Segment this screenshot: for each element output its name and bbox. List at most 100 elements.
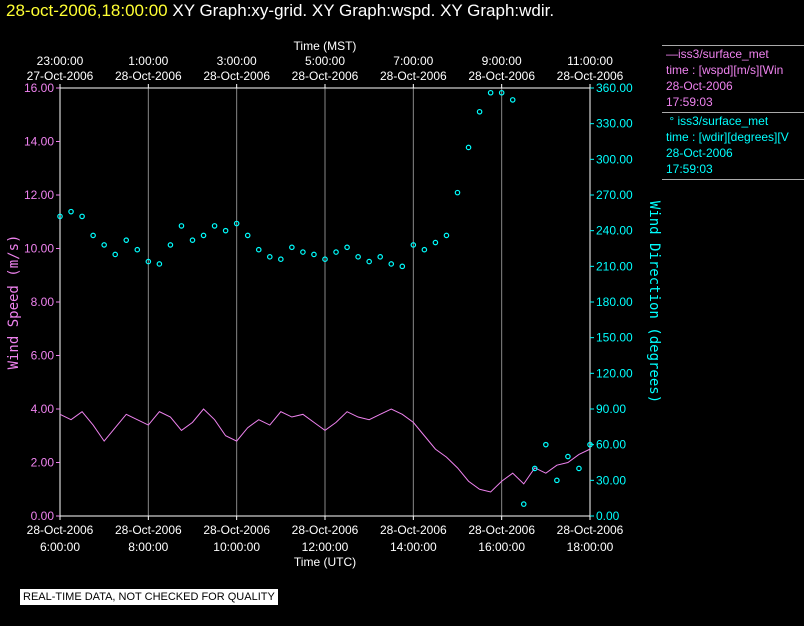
right-tick-label: 150.00 — [596, 331, 633, 345]
top-tick-date: 28-Oct-2006 — [380, 69, 447, 83]
bottom-tick-date: 28-Oct-2006 — [292, 523, 359, 537]
series-wdir-point — [134, 246, 141, 253]
series-wdir-point — [101, 242, 107, 248]
series-wdir-point — [531, 465, 538, 472]
right-tick-label: 180.00 — [596, 295, 633, 309]
left-tick-label: 12.00 — [24, 188, 54, 202]
bottom-tick-date: 28-Oct-2006 — [557, 523, 624, 537]
top-tick-date: 28-Oct-2006 — [292, 69, 359, 83]
bottom-tick-time: 10:00:00 — [213, 540, 260, 554]
series-wdir-point — [178, 223, 185, 229]
right-tick-label: 30.00 — [596, 473, 626, 487]
series-wdir-point — [432, 239, 439, 246]
top-tick-time: 3:00:00 — [217, 54, 257, 68]
right-tick-label: 300.00 — [596, 152, 633, 166]
right-tick-label: 0.00 — [596, 509, 620, 523]
left-tick-label: 2.00 — [31, 456, 55, 470]
bottom-tick-time: 14:00:00 — [390, 540, 437, 554]
series-wdir-point — [487, 89, 494, 96]
right-axis-title: Wind Direction (degrees) — [646, 201, 662, 403]
plot-header: 28-oct-2006,18:00:00 XY Graph:xy-grid. X… — [6, 1, 554, 21]
series-wdir-point — [300, 249, 306, 255]
legend-wspd: —iss3/surface_met time : [wspd][m/s][Win… — [662, 45, 804, 113]
series-wdir-point — [266, 254, 273, 260]
series-wdir-point — [311, 251, 317, 258]
top-tick-time: 5:00:00 — [305, 54, 345, 68]
series-wdir-point — [454, 189, 461, 196]
series-wdir-point — [255, 246, 262, 253]
series-wspd-line — [59, 408, 591, 493]
plot-titles: XY Graph:xy-grid. XY Graph:wspd. XY Grap… — [172, 1, 555, 20]
left-tick-label: 8.00 — [31, 295, 55, 309]
series-wdir-point — [333, 249, 339, 255]
series-wdir-point — [587, 441, 593, 448]
series-wdir-point — [465, 144, 472, 151]
right-tick-label: 90.00 — [596, 402, 626, 416]
plot-timestamp: 28-oct-2006,18:00:00 — [6, 1, 168, 20]
quality-disclaimer: REAL-TIME DATA, NOT CHECKED FOR QUALITY — [20, 589, 278, 605]
top-tick-time: 23:00:00 — [37, 54, 84, 68]
series-wdir-point — [289, 244, 295, 251]
series-wdir-point — [543, 441, 549, 448]
right-tick-label: 120.00 — [596, 366, 633, 380]
series-wdir-point — [145, 258, 152, 265]
series-wdir-point — [189, 237, 196, 243]
left-tick-label: 14.00 — [24, 135, 54, 149]
series-wdir-point — [112, 251, 119, 258]
top-tick-time: 1:00:00 — [128, 54, 168, 68]
top-tick-time: 11:00:00 — [567, 54, 613, 68]
left-axis-title: Wind Speed (m/s) — [6, 235, 22, 370]
series-wdir-point — [244, 232, 251, 239]
bottom-tick-time: 6:00:00 — [40, 540, 80, 554]
series-wdir-point — [476, 108, 483, 115]
series-wdir-point — [233, 220, 240, 227]
legend-wdir-desc: time : [wdir][degrees][V — [666, 130, 789, 144]
series-wdir-point — [156, 261, 163, 267]
legend-line-swatch: — — [666, 47, 678, 61]
legend-wdir-name-row: ° iss3/surface_met — [666, 113, 804, 129]
series-wdir-point — [68, 208, 74, 215]
series-wdir-point — [565, 453, 571, 460]
series-wdir-point — [576, 465, 582, 472]
series-wdir-point — [57, 213, 63, 220]
legend-wspd-date: 28-Oct-2006 — [666, 79, 733, 93]
series-wdir-point — [443, 232, 450, 239]
series-wdir-point — [498, 89, 505, 96]
series-wdir-point — [520, 501, 527, 507]
series-wdir-point — [421, 246, 428, 253]
series-wdir-point — [355, 254, 361, 260]
series-wdir-point — [554, 477, 560, 484]
series-wdir-point — [377, 254, 384, 260]
legend: —iss3/surface_met time : [wspd][m/s][Win… — [662, 45, 804, 180]
bottom-tick-date: 28-Oct-2006 — [115, 523, 182, 537]
left-tick-label: 10.00 — [24, 242, 54, 256]
legend-wspd-desc: time : [wspd][m/s][Win — [666, 63, 784, 77]
series-wdir-point — [211, 223, 218, 229]
right-tick-label: 210.00 — [596, 259, 633, 273]
legend-wspd-name: iss3/surface_met — [678, 47, 769, 61]
right-tick-label: 270.00 — [596, 188, 633, 202]
series-wdir-point — [123, 237, 130, 243]
left-tick-label: 4.00 — [31, 402, 55, 416]
series-wdir-point — [344, 244, 350, 251]
bottom-tick-time: 12:00:00 — [302, 540, 349, 554]
legend-wdir: ° iss3/surface_met time : [wdir][degrees… — [662, 113, 804, 180]
series-wdir-point — [399, 263, 406, 270]
legend-wspd-time: 17:59:03 — [666, 95, 713, 109]
right-tick-label: 360.00 — [596, 81, 633, 95]
bottom-tick-date: 28-Oct-2006 — [203, 523, 270, 537]
top-tick-time: 9:00:00 — [482, 54, 522, 68]
legend-marker-swatch: ° — [666, 114, 678, 128]
bottom-tick-time: 18:00:00 — [567, 540, 614, 554]
legend-wdir-time: 17:59:03 — [666, 162, 713, 176]
bottom-tick-date: 28-Oct-2006 — [468, 523, 535, 537]
left-tick-label: 6.00 — [31, 349, 55, 363]
series-wdir-point — [222, 227, 229, 234]
right-tick-label: 330.00 — [596, 117, 633, 131]
top-tick-time: 7:00:00 — [393, 54, 433, 68]
bottom-tick-time: 16:00:00 — [478, 540, 525, 554]
bottom-tick-date: 28-Oct-2006 — [380, 523, 447, 537]
legend-wdir-date: 28-Oct-2006 — [666, 146, 733, 160]
top-axis-title: Time (MST) — [294, 39, 357, 53]
